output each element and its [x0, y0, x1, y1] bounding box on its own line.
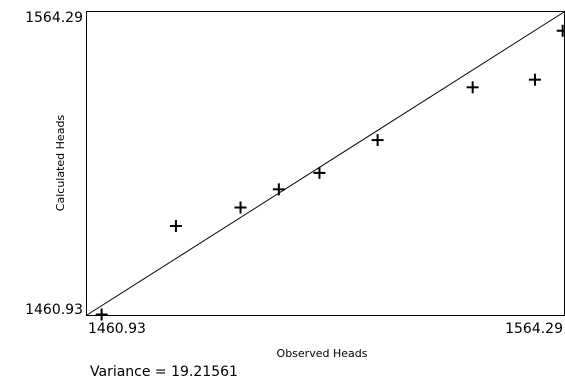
identity-line [86, 11, 565, 316]
x-tick-right: 1564.29 [505, 321, 563, 337]
variance-annotation: Variance = 19.21561 [90, 364, 238, 380]
data-point-3 [234, 201, 247, 214]
data-point-8 [528, 73, 541, 86]
data-point-2 [169, 219, 182, 232]
y-tick-top: 1564.29 [25, 10, 83, 26]
data-point-9 [556, 24, 564, 37]
y-tick-bottom: 1460.93 [25, 302, 83, 318]
data-point-7 [466, 81, 479, 94]
x-tick-left: 1460.93 [88, 321, 146, 337]
data-point-1 [95, 308, 108, 321]
points-layer [95, 24, 564, 321]
data-point-6 [371, 134, 384, 147]
y-axis-title: Calculated Heads [54, 115, 67, 212]
data-point-4 [272, 183, 285, 196]
data-point-5 [313, 166, 326, 179]
x-axis-title: Observed Heads [277, 347, 368, 360]
